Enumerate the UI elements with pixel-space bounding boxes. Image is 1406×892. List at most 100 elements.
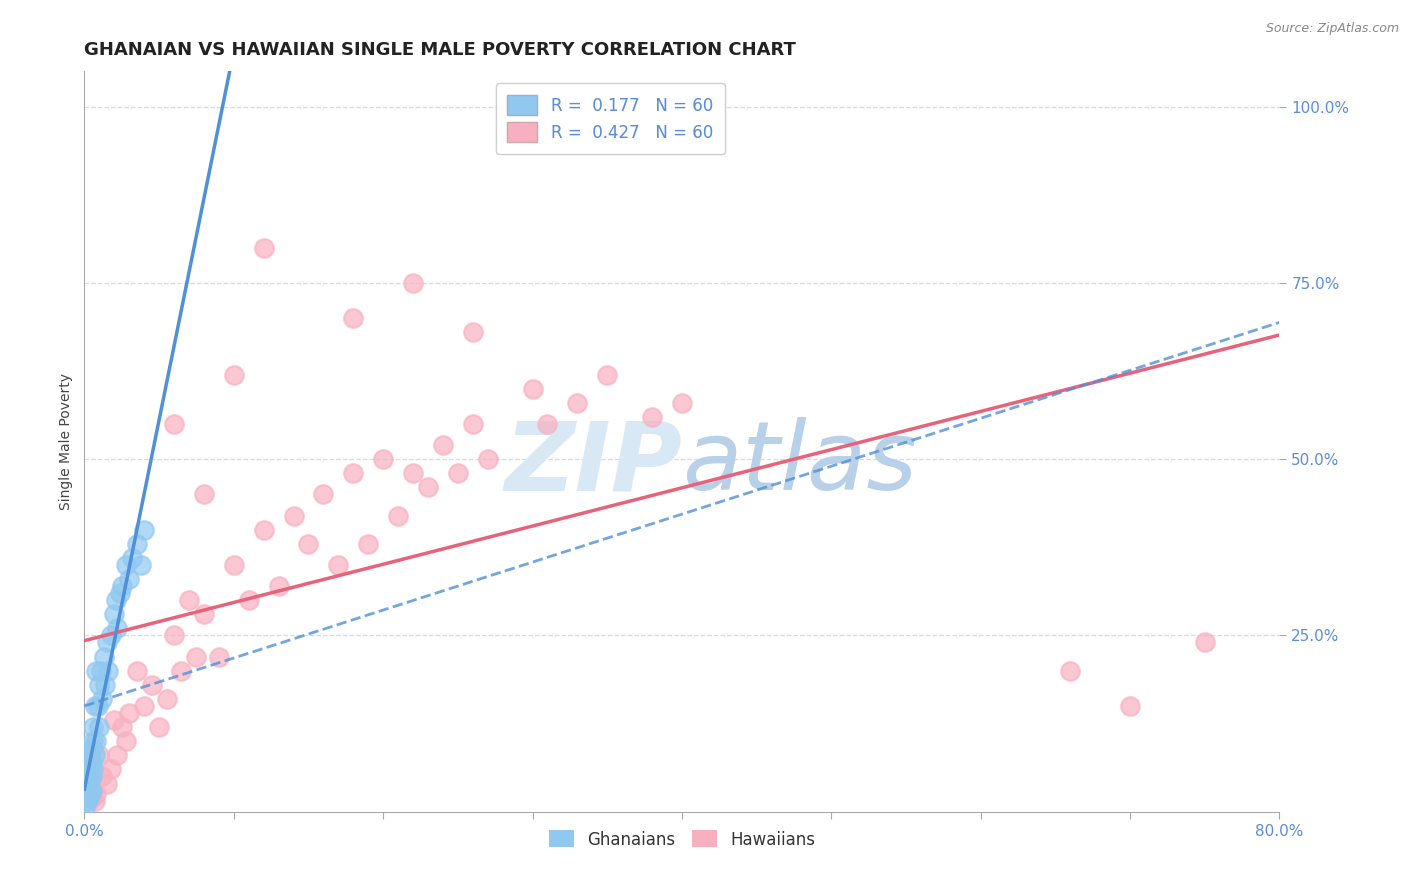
Y-axis label: Single Male Poverty: Single Male Poverty (59, 373, 73, 510)
Point (132, 698, 156, 713)
Point (461, 325, 484, 339)
Point (357, 537, 380, 551)
Point (387, 508, 409, 523)
Point (96, 635, 118, 649)
Point (461, 417, 484, 431)
Point (91, 692, 114, 706)
Point (75, 763, 97, 777)
Point (83, 794, 105, 808)
Point (77, 783, 100, 797)
Point (596, 368, 619, 382)
Point (94, 678, 117, 692)
Point (76, 766, 98, 780)
Point (80, 790, 103, 805)
Point (163, 628, 186, 642)
Text: Source: ZipAtlas.com: Source: ZipAtlas.com (1265, 22, 1399, 36)
Point (283, 508, 305, 523)
Point (111, 579, 134, 593)
Point (82, 763, 104, 777)
Point (193, 487, 215, 501)
Point (83, 698, 105, 713)
Point (477, 452, 499, 467)
Point (80, 783, 103, 797)
Point (103, 713, 125, 727)
Point (76, 759, 98, 773)
Text: ZIP: ZIP (503, 417, 682, 510)
Legend: Ghanaians, Hawaiians: Ghanaians, Hawaiians (543, 823, 821, 855)
Point (567, 396, 589, 410)
Point (79, 759, 101, 773)
Point (75, 776, 97, 790)
Point (76, 772, 98, 787)
Point (76, 794, 98, 808)
Point (186, 649, 208, 664)
Text: GHANAIAN VS HAWAIIAN SINGLE MALE POVERTY CORRELATION CHART: GHANAIAN VS HAWAIIAN SINGLE MALE POVERTY… (84, 41, 796, 59)
Point (177, 593, 200, 607)
Point (238, 593, 260, 607)
Point (77, 763, 100, 777)
Point (148, 720, 170, 734)
Point (170, 664, 193, 678)
Point (121, 550, 143, 565)
Point (118, 572, 141, 586)
Point (141, 678, 163, 692)
Point (75, 772, 97, 787)
Point (87, 698, 110, 713)
Point (75, 783, 97, 797)
Point (118, 706, 141, 720)
Point (1119, 698, 1142, 713)
Point (100, 763, 122, 777)
Point (328, 558, 350, 572)
Point (89, 720, 111, 734)
Point (373, 452, 395, 467)
Point (86, 664, 108, 678)
Point (76, 763, 98, 777)
Point (79, 745, 101, 759)
Point (115, 558, 138, 572)
Point (76, 748, 98, 763)
Point (312, 487, 335, 501)
Point (86, 734, 108, 748)
Point (79, 787, 101, 801)
Point (253, 523, 276, 537)
Point (208, 649, 231, 664)
Point (222, 368, 245, 382)
Point (75, 787, 97, 801)
Point (76, 787, 98, 801)
Point (103, 607, 125, 622)
Point (1059, 664, 1081, 678)
Point (125, 664, 148, 678)
Point (129, 558, 152, 572)
Point (402, 276, 425, 290)
Point (80, 769, 103, 783)
Point (82, 734, 104, 748)
Point (267, 579, 290, 593)
Point (105, 748, 128, 763)
Point (77, 783, 100, 797)
Point (75, 780, 97, 794)
Point (536, 417, 558, 431)
Point (90, 664, 112, 678)
Point (75, 797, 97, 812)
Point (96, 776, 118, 790)
Point (125, 537, 148, 551)
Point (100, 628, 122, 642)
Point (86, 787, 108, 801)
Point (297, 537, 319, 551)
Point (155, 692, 177, 706)
Point (447, 467, 470, 481)
Point (77, 748, 100, 763)
Point (82, 720, 104, 734)
Point (432, 438, 454, 452)
Point (193, 607, 215, 622)
Point (83, 748, 105, 763)
Point (80, 741, 103, 756)
Point (342, 311, 364, 326)
Point (80, 756, 103, 770)
Point (97, 664, 120, 678)
Point (75, 766, 97, 780)
Point (1194, 635, 1216, 649)
Point (402, 467, 425, 481)
Point (416, 480, 439, 494)
Point (222, 558, 245, 572)
